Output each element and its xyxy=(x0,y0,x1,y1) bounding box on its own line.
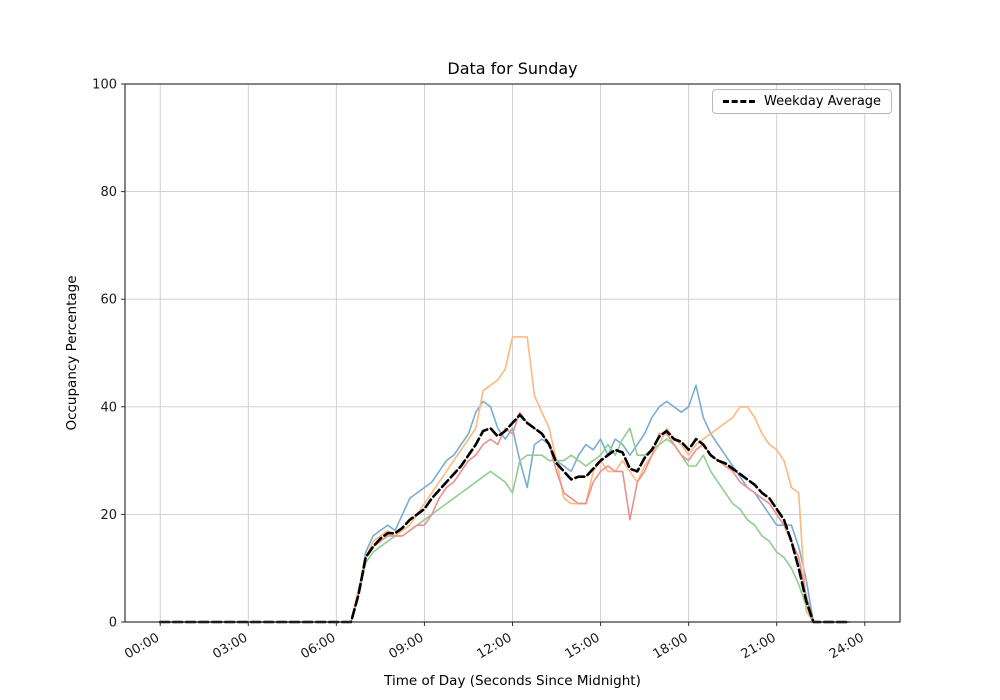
y-tick-labels: 0 20 40 60 80 100 xyxy=(92,78,117,631)
svg-text:15:00: 15:00 xyxy=(563,630,603,662)
series-weekday-average xyxy=(158,413,852,624)
svg-text:21:00: 21:00 xyxy=(739,630,779,662)
gridlines xyxy=(125,83,900,623)
legend: Weekday Average xyxy=(712,89,893,114)
svg-text:100: 100 xyxy=(92,78,117,93)
axis-ticks xyxy=(121,83,866,626)
svg-text:24:00: 24:00 xyxy=(827,630,867,662)
series-lines xyxy=(158,336,852,624)
svg-text:0: 0 xyxy=(109,616,117,631)
svg-text:40: 40 xyxy=(100,400,117,415)
dashed-line-icon xyxy=(723,100,755,103)
svg-text:09:00: 09:00 xyxy=(386,630,426,662)
x-tick-labels: 00:00 03:00 06:00 09:00 12:00 15:00 18:00 21:00… xyxy=(122,630,866,662)
svg-text:12:00: 12:00 xyxy=(475,630,515,662)
x-axis-label: Time of Day (Seconds Since Midnight) xyxy=(384,673,641,689)
svg-text:60: 60 xyxy=(100,293,117,308)
svg-text:06:00: 06:00 xyxy=(298,630,338,662)
legend-label: Weekday Average xyxy=(764,94,882,109)
y-axis-label: Occupancy Percentage xyxy=(64,275,80,431)
svg-text:18:00: 18:00 xyxy=(651,630,691,662)
series-line-green xyxy=(159,427,851,623)
svg-text:03:00: 03:00 xyxy=(210,630,250,662)
svg-text:80: 80 xyxy=(100,185,117,200)
chart-title: Data for Sunday xyxy=(447,59,578,78)
series-line-red xyxy=(159,411,851,623)
series-line-blue xyxy=(159,384,851,623)
svg-text:20: 20 xyxy=(100,508,117,523)
svg-text:00:00: 00:00 xyxy=(122,630,162,662)
